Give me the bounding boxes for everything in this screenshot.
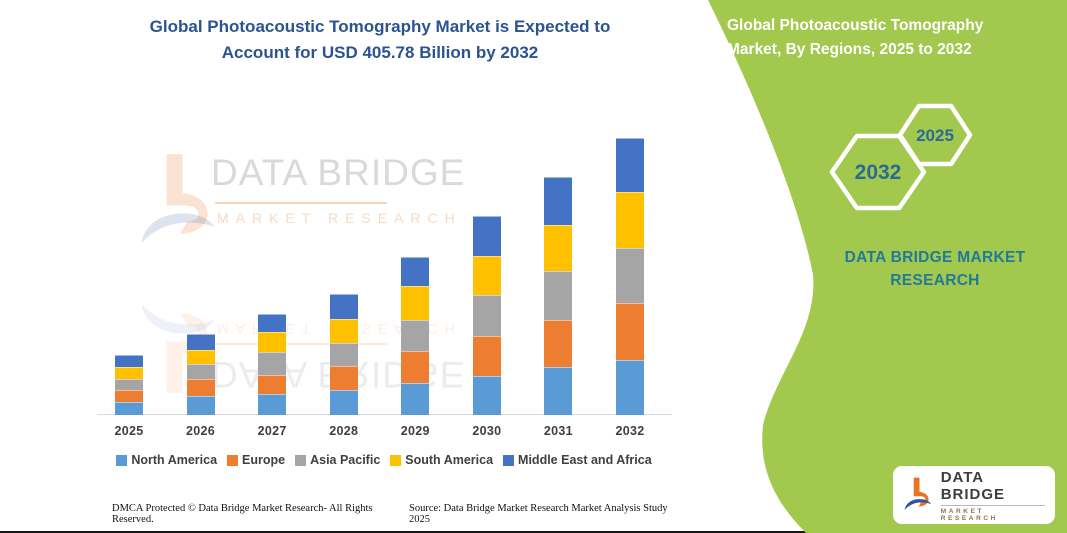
bar-segment-asia-pacific (401, 319, 430, 351)
bar-segment-south-america (615, 192, 644, 249)
legend-swatch-middle-east-and-africa (503, 454, 515, 466)
bar-segment-europe (115, 390, 143, 403)
brand-name-text: DATA BRIDGE MARKET RESEARCH (844, 249, 1026, 290)
bar-segment-south-america (115, 367, 143, 379)
chart-legend: North America Europe Asia Pacific South Ame… (93, 453, 675, 467)
x-axis-label-2026: 2026 (186, 424, 216, 438)
legend-swatch-europe (227, 454, 239, 466)
legend-item-south-america: South America (390, 453, 493, 467)
x-axis-label-2028: 2028 (329, 424, 359, 438)
logo-card: DATA BRIDGE MARKET RESEARCH (893, 466, 1055, 524)
legend-item-middle-east-and-africa: Middle East and Africa (503, 453, 652, 467)
bar-segment-europe (401, 350, 430, 383)
legend-item-north-america: North America (116, 453, 217, 467)
bar-segment-europe (615, 302, 644, 360)
bottom-rule (0, 531, 806, 533)
x-axis-label-2031: 2031 (543, 424, 573, 438)
bar-segment-middle-east-and-africa (115, 354, 143, 367)
badge-year-2032: 2032 (854, 161, 902, 184)
side-panel-title: Global Photoacoustic Tomography Market, … (727, 17, 984, 59)
bar-segment-middle-east-and-africa (472, 216, 501, 257)
bar-segment-south-america (544, 224, 573, 271)
bar-segment-south-america (472, 256, 501, 295)
legend-label-south-america: South America (405, 453, 494, 467)
bar-segment-middle-east-and-africa (544, 177, 573, 225)
legend-label-europe: Europe (242, 453, 286, 467)
bar-segment-north-america (472, 375, 501, 415)
bar-segment-europe (258, 375, 287, 394)
bar-segment-north-america (329, 390, 358, 415)
data-bridge-logo-icon (141, 154, 215, 243)
bar-segment-middle-east-and-africa (329, 294, 358, 319)
bar-segment-europe (329, 366, 358, 391)
badge-year-2025: 2025 (916, 126, 954, 145)
bar-segment-asia-pacific (258, 352, 287, 376)
bar-segment-middle-east-and-africa (615, 137, 644, 193)
year-badges: 2032 2025 (828, 103, 978, 215)
logo-brand-name: DATA BRIDGE (940, 468, 1006, 503)
legend-label-asia-pacific: Asia Pacific (310, 453, 381, 467)
chart-title: Global Photoacoustic Tomography Market i… (149, 17, 611, 62)
bar-segment-middle-east-and-africa (258, 313, 287, 333)
x-axis-label-2025: 2025 (114, 424, 144, 438)
bar-segment-europe (186, 379, 215, 397)
footer: DMCA Protected © Data Bridge Market Rese… (112, 503, 684, 525)
bar-segment-middle-east-and-africa (186, 334, 215, 351)
bar-segment-asia-pacific (544, 270, 573, 320)
bar-segment-north-america (115, 402, 143, 415)
x-axis-label-2032: 2032 (615, 424, 645, 438)
dmca-note: DMCA Protected © Data Bridge Market Rese… (112, 503, 373, 525)
bar-segment-north-america (258, 393, 287, 415)
legend-label-middle-east-and-africa: Middle East and Africa (518, 453, 652, 467)
logo-tagline: MARKET RESEARCH (940, 504, 1045, 522)
legend-item-europe: Europe (227, 453, 285, 467)
bar-segment-south-america (329, 318, 358, 343)
source-note: Source: Data Bridge Market Research Mark… (408, 503, 668, 525)
x-axis-label-2027: 2027 (257, 424, 287, 438)
legend-swatch-asia-pacific (295, 454, 307, 466)
legend-swatch-south-america (390, 454, 402, 466)
bar-segment-europe (544, 319, 573, 368)
bar-segment-asia-pacific (329, 342, 358, 367)
legend-item-asia-pacific: Asia Pacific (295, 453, 380, 467)
x-axis-label-2030: 2030 (472, 424, 502, 438)
legend-swatch-north-america (116, 454, 128, 466)
bar-segment-north-america (544, 367, 573, 415)
bar-segment-south-america (186, 350, 215, 365)
legend-label-north-america: North America (131, 453, 218, 467)
bar-segment-north-america (615, 359, 644, 415)
bar-segment-asia-pacific (472, 294, 501, 336)
data-bridge-logo-icon (904, 477, 932, 510)
watermark-logo: DATA BRIDGE MARKET RESEARCH (137, 138, 467, 273)
x-axis-line (97, 414, 672, 415)
bar-segment-south-america (258, 332, 287, 353)
bar-segment-asia-pacific (186, 364, 215, 380)
bar-segment-asia-pacific (115, 378, 143, 391)
watermark-brand-text: DATA BRIDGE (211, 152, 466, 193)
bar-segment-north-america (186, 396, 215, 415)
bar-segment-asia-pacific (615, 248, 644, 303)
watermark-sub-text: MARKET RESEARCH (217, 210, 462, 226)
bar-segment-middle-east-and-africa (401, 256, 430, 286)
hexagon-badges-icon (829, 103, 973, 211)
watermark-rule (215, 202, 387, 204)
bar-segment-north-america (401, 382, 430, 415)
x-axis-label-2029: 2029 (400, 424, 430, 438)
bar-segment-south-america (401, 285, 430, 320)
bar-segment-europe (472, 335, 501, 376)
